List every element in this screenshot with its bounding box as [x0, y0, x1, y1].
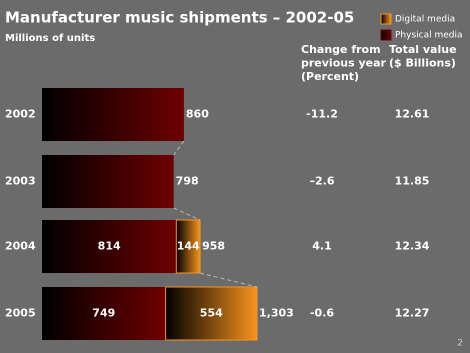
chart-title: Manufacturer music shipments – 2002-05 [5, 9, 354, 27]
table-value: –2.6 [310, 175, 335, 188]
bar [42, 287, 166, 340]
y-tick-label: 2003 [5, 175, 36, 188]
page-number: 2 [457, 339, 463, 349]
connector [199, 272, 258, 288]
legend-label: Physical media [395, 31, 463, 41]
total-label: 860 [186, 108, 209, 121]
bar [42, 155, 174, 208]
value-label: 144 [177, 240, 200, 253]
value-label: 554 [200, 307, 223, 320]
bar [165, 286, 258, 341]
table-value: 12.27 [395, 307, 430, 320]
legend-swatch [380, 13, 392, 25]
value-label: 814 [98, 240, 121, 253]
table-value: -11.2 [306, 108, 338, 121]
column-header: ($ Billions) [389, 57, 456, 70]
chart-subtitle: Millions of units [5, 33, 95, 44]
table-value: 11.85 [395, 175, 430, 188]
column-header: Change from [301, 43, 381, 56]
y-tick-label: 2005 [5, 307, 36, 320]
table-value: -0.6 [310, 307, 334, 320]
y-tick-label: 2004 [5, 240, 36, 253]
total-label: 1,303 [259, 307, 294, 320]
column-header: Total value [389, 43, 457, 56]
connector [173, 140, 185, 156]
bar [42, 220, 177, 273]
legend-swatch [380, 29, 392, 41]
total-label: 798 [176, 175, 199, 188]
y-tick-label: 2002 [5, 108, 36, 121]
total-label: 958 [202, 240, 225, 253]
table-value: 12.34 [395, 240, 430, 253]
column-header: previous year [301, 57, 387, 70]
bar [175, 219, 201, 274]
legend-label: Digital media [395, 15, 455, 25]
bar [42, 88, 184, 141]
value-label: 749 [92, 307, 115, 320]
column-header: (Percent) [301, 70, 359, 83]
table-value: 4.1 [312, 240, 332, 253]
table-value: 12.61 [395, 108, 430, 121]
connector [173, 207, 201, 221]
